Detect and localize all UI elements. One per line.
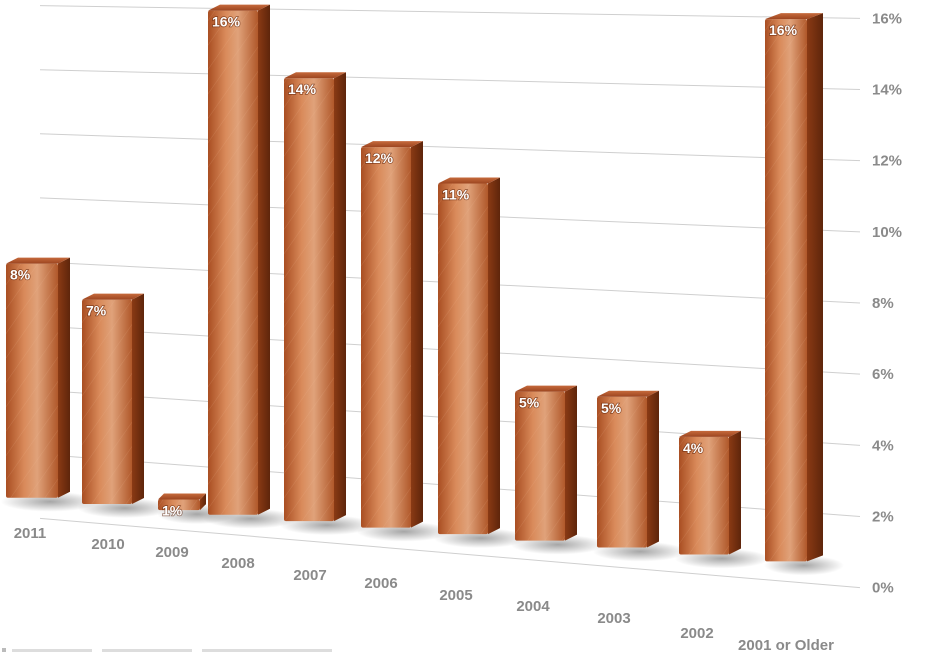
value-labels: 8% 7% 1% 16% 14% 12% 11% 5% 5% 4% 16% xyxy=(9,13,798,519)
bar xyxy=(515,385,577,541)
category-label: 2010 xyxy=(91,536,124,553)
y-tick-label: 2% xyxy=(872,509,894,526)
bar-texture xyxy=(284,78,334,522)
category-label: 2006 xyxy=(364,575,397,592)
bar-side xyxy=(258,4,270,515)
bar-top xyxy=(82,293,144,300)
y-axis-ticks: 0% 2% 4% 6% 8% 10% 12% 14% 16% xyxy=(872,10,902,596)
bar-top xyxy=(158,493,206,500)
bar xyxy=(679,430,741,555)
bar-side xyxy=(200,493,206,511)
value-label: 16% xyxy=(769,22,798,38)
bar xyxy=(361,141,423,528)
category-label: 2011 xyxy=(14,525,47,542)
y-tick-label: 4% xyxy=(872,437,894,454)
bar-top xyxy=(438,177,500,184)
bar-texture xyxy=(6,263,58,498)
value-label: 16% xyxy=(212,14,241,30)
bar-top xyxy=(597,390,659,397)
bar-side xyxy=(411,141,423,528)
bar xyxy=(208,4,270,515)
category-label: 2009 xyxy=(155,544,188,561)
bar-top xyxy=(679,430,741,437)
gridline xyxy=(39,69,861,90)
value-label: 12% xyxy=(365,150,394,166)
bar-side xyxy=(488,177,500,535)
footer-fragment xyxy=(2,648,342,653)
bar-side xyxy=(729,430,741,555)
bar-top xyxy=(765,13,823,20)
gridline xyxy=(39,517,861,589)
bar xyxy=(438,177,500,535)
y-tick-label: 0% xyxy=(872,580,894,597)
bar xyxy=(82,293,144,505)
bar-side xyxy=(334,72,346,522)
bar-side xyxy=(807,13,823,562)
footer-dots xyxy=(2,648,332,652)
bar-texture xyxy=(208,10,258,515)
bars xyxy=(6,4,823,562)
value-label: 7% xyxy=(86,303,107,319)
gridline xyxy=(39,133,861,162)
bar-top xyxy=(6,257,70,264)
bar-texture xyxy=(679,436,729,555)
y-tick-label: 12% xyxy=(872,153,902,170)
bar-side xyxy=(565,385,577,541)
value-label: 5% xyxy=(601,400,622,416)
bar-top xyxy=(284,72,346,79)
bar xyxy=(284,72,346,522)
category-label: 2005 xyxy=(439,587,472,604)
value-label: 5% xyxy=(519,395,540,411)
category-label: 2002 xyxy=(680,625,713,642)
bar-side xyxy=(647,390,659,548)
value-label: 4% xyxy=(683,440,704,456)
y-tick-label: 14% xyxy=(872,81,902,98)
gridline xyxy=(39,5,861,19)
bar-side xyxy=(132,293,144,505)
value-label: 8% xyxy=(10,267,31,283)
category-labels: 2011 2010 2009 2008 2007 2006 2005 2004 2003 2002… xyxy=(14,525,834,653)
bar-texture xyxy=(597,396,647,548)
bar-texture xyxy=(515,391,565,541)
value-label: 11% xyxy=(442,187,470,203)
bar-top xyxy=(208,4,270,11)
bar xyxy=(597,390,659,548)
bar xyxy=(158,493,206,511)
bar-texture xyxy=(765,19,807,562)
bar xyxy=(765,13,823,562)
category-label: 2001 or Older xyxy=(738,637,834,653)
y-tick-label: 6% xyxy=(872,366,894,383)
bar-texture xyxy=(158,499,200,511)
category-label: 2004 xyxy=(516,598,550,615)
category-label: 2008 xyxy=(221,555,254,572)
bar-top xyxy=(515,385,577,392)
bar xyxy=(6,257,70,498)
value-label: 14% xyxy=(288,81,317,97)
category-label: 2007 xyxy=(293,567,326,584)
bar-texture xyxy=(438,183,488,535)
category-label: 2003 xyxy=(597,610,630,627)
value-label: 1% xyxy=(162,502,183,518)
bar-top xyxy=(361,141,423,148)
bar-side xyxy=(58,257,70,498)
y-tick-label: 10% xyxy=(872,224,902,241)
y-tick-label: 16% xyxy=(872,10,902,27)
bar-texture xyxy=(361,147,411,528)
bar-texture xyxy=(82,299,132,505)
y-tick-label: 8% xyxy=(872,295,894,312)
